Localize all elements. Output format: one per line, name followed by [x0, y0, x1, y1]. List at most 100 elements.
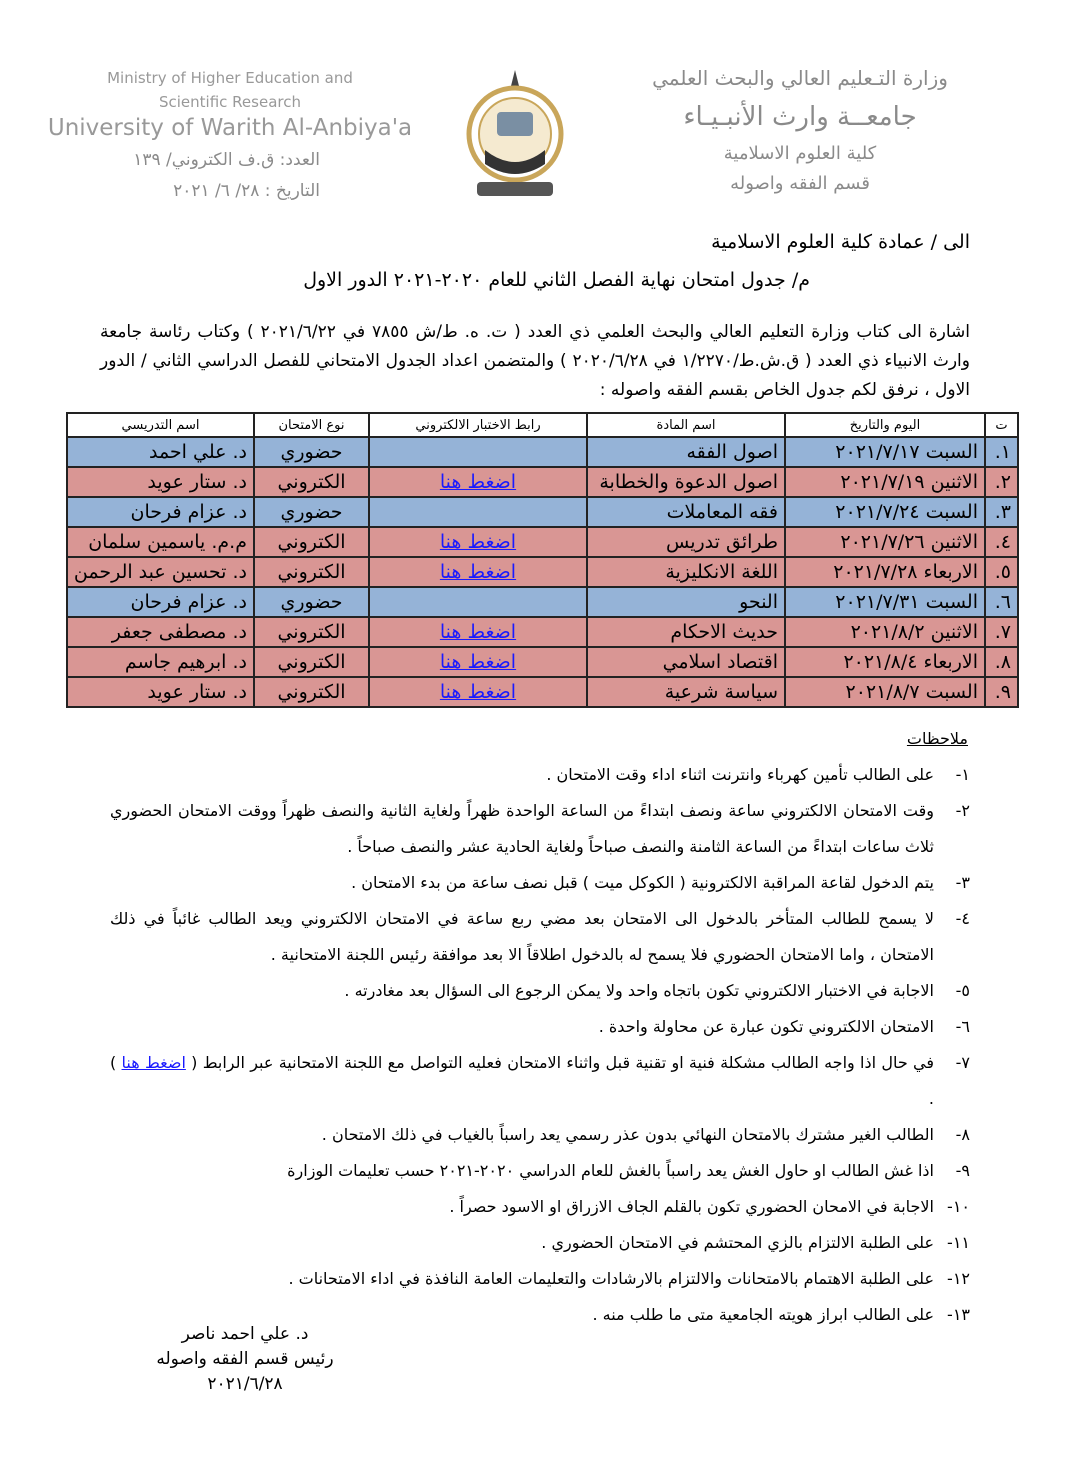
- notes-list: ١- على الطالب تأمين كهرباء وانترنت اثناء …: [110, 757, 970, 1333]
- table-row: ٤. الاثنين ٢٠٢١/٧/٢٦ طرائق تدريس اضغط هنا ال…: [66, 526, 1019, 558]
- instructor: د. ستار عويد: [147, 681, 247, 703]
- logo: [466, 70, 564, 196]
- note-text: على الطلبة الاهتمام بالامتحانات والالتزا…: [288, 1269, 934, 1288]
- column-header: اسم التدريسي: [66, 412, 255, 438]
- course-name: اقتصاد اسلامي: [662, 651, 778, 673]
- exam-type-cell: حضوري: [253, 496, 370, 528]
- exam-link-cell: [368, 436, 588, 468]
- exam-date-cell: الاثنين ٢٠٢١/٧/٢٦: [784, 526, 986, 558]
- exam-date: السبت ٢٠٢١/٧/١٧: [835, 441, 978, 463]
- course-name: فقه المعاملات: [666, 501, 778, 523]
- instructor-cell: د. علي احمد: [66, 436, 255, 468]
- signature-date: ٢٠٢١/٦/٢٨: [207, 1374, 283, 1394]
- table-row: ٨. الاربعاء ٢٠٢١/٨/٤ اقتصاد اسلامي اضغط هنا…: [66, 646, 1019, 678]
- exam-type: الكتروني: [277, 681, 346, 703]
- note-item: ١- على الطالب تأمين كهرباء وانترنت اثناء …: [110, 757, 970, 793]
- course-name-cell: اصول الفقه: [586, 436, 786, 468]
- exam-date: الاربعاء ٢٠٢١/٧/٢٨: [833, 561, 978, 583]
- course-name-cell: النحو: [586, 586, 786, 618]
- column-header: اسم المادة: [586, 412, 786, 438]
- note-text-block: وقت الامتحان الالكتروني ساعة ونصف ابتداء…: [110, 793, 934, 865]
- row-number-cell: ٦.: [984, 586, 1019, 618]
- row-number: ٢.: [994, 471, 1011, 493]
- exam-link[interactable]: اضغط هنا: [439, 621, 517, 643]
- course-name: حديث الاحكام: [670, 621, 778, 643]
- note-number: ٨-: [955, 1125, 970, 1144]
- row-number-cell: ٤.: [984, 526, 1019, 558]
- note-number: ١-: [955, 765, 970, 784]
- ar-college: كلية العلوم الاسلامية: [723, 143, 877, 164]
- note-item: ٣- يتم الدخول لقاعة المراقبة الالكترونية …: [110, 865, 970, 901]
- exam-type: حضوري: [280, 501, 343, 523]
- note-text-block: يتم الدخول لقاعة المراقبة الالكترونية ( …: [110, 865, 934, 901]
- note-item: ٦- الامتحان الالكتروني تكون عبارة عن محاو…: [110, 1009, 970, 1045]
- course-name: طرائق تدريس: [665, 531, 778, 553]
- row-number-cell: ٢.: [984, 466, 1019, 498]
- note-text: على الطالب ابراز هويته الجامعية متى ما ط…: [592, 1305, 934, 1324]
- exam-date: السبت ٢٠٢١/٧/٣١: [835, 591, 978, 613]
- exam-type: حضوري: [280, 591, 343, 613]
- note-item: ١١- على الطلبة الالتزام بالزي المحتشم في …: [110, 1225, 970, 1261]
- note-text: في حال اذا واجه الطالب مشكلة فنية او تقن…: [191, 1053, 934, 1072]
- instructor: د. ابرهيم جاسم: [124, 651, 247, 673]
- table-body: ١. السبت ٢٠٢١/٧/١٧ اصول الفقه حضوري د. علي ا…: [66, 436, 1019, 708]
- ar-department: قسم الفقه واصوله: [730, 173, 870, 194]
- exam-link-cell: اضغط هنا: [368, 616, 588, 648]
- note-link[interactable]: اضغط هنا: [121, 1053, 186, 1072]
- ar-university: جامعــة وارث الأنبـيـاء: [683, 102, 917, 132]
- note-item: ٨- الطالب الغير مشترك بالامتحان النهائي ب…: [110, 1117, 970, 1153]
- signature-position: رئيس قسم الفقه واصوله: [156, 1349, 334, 1369]
- table-row: ٧. الاثنين ٢٠٢١/٨/٢ حديث الاحكام اضغط هنا ال…: [66, 616, 1019, 648]
- exam-date-cell: الاربعاء ٢٠٢١/٨/٤: [784, 646, 986, 678]
- exam-type-cell: الكتروني: [253, 526, 370, 558]
- exam-type: الكتروني: [277, 471, 346, 493]
- logo-calligraphy: [485, 150, 545, 174]
- note-item: ٧- في حال اذا واجه الطالب مشكلة فنية او ت…: [110, 1045, 970, 1117]
- ref-number: العدد: ق.ف الكتروني/ ١٣٩: [133, 150, 320, 170]
- ar-ministry: وزارة التـعليم العالي والبحث العلمي: [652, 66, 948, 90]
- en-university: University of Warith Al-Anbiya'a: [47, 115, 413, 141]
- note-number: ٦-: [955, 1017, 970, 1036]
- course-name: سياسة شرعية: [664, 681, 778, 703]
- note-text-block: الامتحان الالكتروني تكون عبارة عن محاولة…: [110, 1009, 934, 1045]
- note-text: الاجابة في الاختبار الالكتروني تكون باتج…: [344, 981, 934, 1000]
- exam-type-cell: حضوري: [253, 436, 370, 468]
- note-text-block: الاجابة في الاختبار الالكتروني تكون باتج…: [110, 973, 934, 1009]
- exam-date: السبت ٢٠٢١/٨/٧: [845, 681, 979, 703]
- subject: م/ جدول امتحان نهاية الفصل الثاني للعام …: [303, 269, 810, 291]
- instructor: د. تحسين عبد الرحمن: [73, 561, 247, 583]
- logo-book: [497, 112, 533, 136]
- table-row: ٥. الاربعاء ٢٠٢١/٧/٢٨ اللغة الانكليزية اضغط…: [66, 556, 1019, 588]
- exam-link-cell: اضغط هنا: [368, 646, 588, 678]
- course-name-cell: اصول الدعوة والخطابة: [586, 466, 786, 498]
- table-row: ٢. الاثنين ٢٠٢١/٧/١٩ اصول الدعوة والخطابة ا…: [66, 466, 1019, 498]
- exam-type-cell: الكتروني: [253, 556, 370, 588]
- instructor: د. علي احمد: [148, 441, 247, 463]
- note-text: لا يسمح للطالب المتأخر بالدخول الى الامت…: [110, 909, 934, 964]
- table-row: ٦. السبت ٢٠٢١/٧/٣١ النحو حضوري د. عزام فرحان: [66, 586, 1019, 618]
- exam-link[interactable]: اضغط هنا: [439, 561, 517, 583]
- row-number: ٧.: [994, 621, 1011, 643]
- note-number: ٥-: [955, 981, 970, 1000]
- note-text-block: على الطالب تأمين كهرباء وانترنت اثناء اد…: [110, 757, 934, 793]
- instructor-cell: د. ابرهيم جاسم: [66, 646, 255, 678]
- exam-link[interactable]: اضغط هنا: [439, 471, 517, 493]
- exam-type-cell: حضوري: [253, 586, 370, 618]
- row-number: ٦.: [994, 591, 1011, 613]
- note-text: الاجابة في الامحان الحضوري تكون بالقلم ا…: [449, 1197, 934, 1216]
- instructor-cell: م.م. ياسمين سلمان: [66, 526, 255, 558]
- exam-date-cell: الاثنين ٢٠٢١/٨/٢: [784, 616, 986, 648]
- note-number: ٤-: [955, 909, 970, 928]
- exam-link[interactable]: اضغط هنا: [439, 651, 517, 673]
- exam-date-cell: السبت ٢٠٢١/٨/٧: [784, 676, 986, 708]
- note-number: ١١-: [947, 1233, 970, 1252]
- course-name-cell: سياسة شرعية: [586, 676, 786, 708]
- exam-link-cell: اضغط هنا: [368, 466, 588, 498]
- exam-link[interactable]: اضغط هنا: [439, 531, 517, 553]
- note-text: الطالب الغير مشترك بالامتحان النهائي بدو…: [321, 1125, 934, 1144]
- note-text: على الطالب تأمين كهرباء وانترنت اثناء اد…: [546, 765, 934, 784]
- exam-link[interactable]: اضغط هنا: [439, 681, 517, 703]
- ref-date: التاريخ : ٢٨/ ٦/ ٢٠٢١: [173, 181, 320, 201]
- table-row: ١. السبت ٢٠٢١/٧/١٧ اصول الفقه حضوري د. علي ا…: [66, 436, 1019, 468]
- instructor: د. مصطفى جعفر: [111, 621, 247, 643]
